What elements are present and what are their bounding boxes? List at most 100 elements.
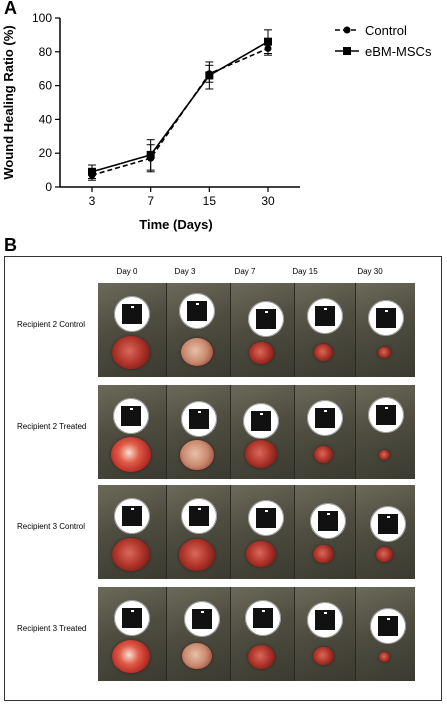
wound-photo <box>98 283 166 377</box>
scale-marker-circle <box>114 296 150 333</box>
wound-photo <box>230 283 294 377</box>
scale-square <box>188 408 209 429</box>
scale-marker-circle <box>307 399 343 436</box>
scale-square <box>252 608 273 629</box>
scale-marker-circle <box>180 498 217 535</box>
y-tick-label: 20 <box>39 146 53 160</box>
scale-marker-circle <box>370 608 407 645</box>
row-label: Recipient 3 Control <box>17 522 86 531</box>
chart-axes: 0 20 40 60 80 100 3 7 15 30 <box>32 11 300 208</box>
scale-marker-circle <box>243 402 280 439</box>
scale-square <box>315 609 335 630</box>
wound-photo <box>294 587 355 681</box>
panel-a-label: A <box>4 0 17 18</box>
day-label: Day 7 <box>234 267 256 276</box>
scale-square <box>315 407 335 428</box>
scale-marker-circle <box>114 600 150 637</box>
chart-legend: Control eBM-MSCs <box>335 23 432 59</box>
day-label: Day 15 <box>292 267 318 276</box>
scale-square <box>187 301 208 322</box>
x-tick-label: 30 <box>261 194 275 208</box>
chart-series <box>88 29 272 181</box>
scale-marker-circle <box>367 299 404 336</box>
scale-marker-circle <box>247 300 284 337</box>
x-tick-label: 15 <box>203 194 217 208</box>
scale-square <box>318 510 338 531</box>
wound-area <box>179 538 216 571</box>
scale-marker-circle <box>183 600 220 637</box>
scale-square <box>122 608 142 629</box>
wound-photo <box>294 283 355 377</box>
wound-photo <box>230 385 294 479</box>
scale-marker-circle <box>180 400 217 437</box>
wound-area <box>111 537 150 571</box>
legend-marker <box>343 47 351 55</box>
photo-row <box>98 485 415 579</box>
photo-row <box>98 385 415 479</box>
day-label: Day 0 <box>116 267 138 276</box>
series-line <box>91 47 269 176</box>
scale-marker-circle <box>310 502 346 539</box>
wound-photo <box>98 587 166 681</box>
scale-square <box>378 616 399 637</box>
wound-photo <box>98 485 166 579</box>
wound-photo <box>294 385 355 479</box>
day-label: Day 3 <box>174 267 196 276</box>
wound-photo <box>230 485 294 579</box>
data-point <box>205 71 214 80</box>
scale-marker-circle <box>307 297 343 334</box>
series-control <box>88 41 272 181</box>
wound-photo <box>355 485 415 579</box>
series-ebm-mscs <box>88 29 272 180</box>
wound-photo <box>294 485 355 579</box>
wound-area <box>247 644 275 669</box>
scale-marker-circle <box>370 506 407 543</box>
scale-square <box>188 506 209 527</box>
wound-area <box>181 338 214 367</box>
x-tick-label: 3 <box>89 194 96 208</box>
wound-photo <box>166 485 230 579</box>
photo-row <box>98 283 415 377</box>
x-axis-title: Time (Days) <box>139 217 212 232</box>
scale-square <box>122 506 142 527</box>
wound-area <box>110 436 151 472</box>
photo-row <box>98 587 415 681</box>
wound-area <box>375 547 393 563</box>
y-tick-label: 60 <box>39 79 53 93</box>
wound-photo <box>230 587 294 681</box>
y-axis-title: Wound Healing Ratio (%) <box>1 25 16 179</box>
wound-photo <box>166 283 230 377</box>
scale-marker-circle <box>367 397 404 434</box>
wound-photo <box>98 385 166 479</box>
wound-area <box>313 545 335 564</box>
wound-photo <box>166 587 230 681</box>
legend-marker <box>343 26 351 34</box>
wound-photo <box>355 283 415 377</box>
scale-marker-circle <box>179 293 216 330</box>
scale-square <box>120 406 141 427</box>
scale-marker-circle <box>247 499 284 536</box>
wound-area <box>378 449 390 460</box>
wound-area <box>314 446 334 464</box>
y-tick-label: 80 <box>39 45 53 59</box>
wound-area <box>314 344 334 362</box>
legend-label: eBM-MSCs <box>365 44 432 59</box>
wound-photo <box>355 385 415 479</box>
scale-marker-circle <box>114 498 150 535</box>
wound-area <box>180 439 215 470</box>
scale-marker-circle <box>307 601 343 638</box>
wound-area <box>378 651 390 662</box>
scale-square <box>315 305 335 326</box>
wound-area <box>246 541 277 568</box>
wound-area <box>111 335 150 369</box>
row-label: Recipient 2 Control <box>17 320 86 329</box>
y-tick-label: 40 <box>39 112 53 126</box>
wound-photo <box>355 587 415 681</box>
scale-square <box>191 608 212 629</box>
row-label: Recipient 2 Treated <box>17 422 87 431</box>
row-label: Recipient 3 Treated <box>17 624 87 633</box>
scale-square <box>378 514 399 535</box>
y-tick-label: 100 <box>32 11 52 25</box>
wound-area <box>182 643 213 670</box>
wound-healing-chart: 0 20 40 60 80 100 3 7 15 30 Control eBM-MSCs Wound… <box>1 11 432 232</box>
